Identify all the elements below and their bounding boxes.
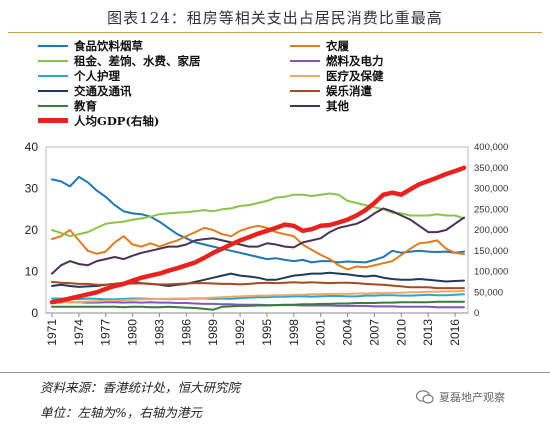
x-tick-label: 1971 bbox=[45, 319, 59, 346]
x-tick-label: 2004 bbox=[341, 319, 355, 346]
legend-swatch bbox=[38, 89, 68, 92]
legend-swatch bbox=[290, 104, 320, 107]
x-tick-label: 1983 bbox=[152, 319, 166, 346]
legend-item: 食品饮料烟草 bbox=[38, 38, 143, 53]
legend-item: 教育 bbox=[38, 98, 97, 113]
y-right-tick-label: 350,000 bbox=[474, 163, 508, 174]
legend-label: 教育 bbox=[74, 98, 97, 113]
unit-note: 单位：左轴为%，右轴为港元 bbox=[40, 405, 202, 420]
x-tick-label: 1974 bbox=[72, 319, 86, 346]
y-right-tick-label: 150,000 bbox=[474, 246, 508, 257]
y-left-tick-label: 10 bbox=[25, 265, 39, 279]
legend-label: 娱乐消遣 bbox=[326, 83, 372, 98]
y-right-tick-label: 50,000 bbox=[474, 287, 503, 298]
legend-swatch bbox=[290, 74, 320, 77]
title-divider bbox=[8, 32, 542, 33]
footer-divider bbox=[0, 372, 550, 373]
legend-item: 交通及通讯 bbox=[38, 83, 132, 98]
x-tick-label: 2013 bbox=[421, 319, 435, 346]
legend-item: 燃料及电力 bbox=[290, 53, 384, 68]
chart-legend: 食品饮料烟草 衣履租金、差饷、水费、家居 燃料及电力个人护理 医疗及保健交通及通讯 娱乐… bbox=[38, 38, 508, 138]
legend-label: 租金、差饷、水费、家居 bbox=[74, 53, 201, 68]
series-line-0 bbox=[51, 175, 465, 264]
tick-layer: 0 10 20 30 40 0 50,000 100,000 150,000 200,000 250… bbox=[25, 140, 509, 346]
legend-item: 租金、差饷、水费、家居 bbox=[38, 53, 201, 68]
y-right-tick-label: 0 bbox=[474, 308, 479, 319]
legend-swatch bbox=[290, 59, 320, 62]
y-right-tick-label: 200,000 bbox=[474, 225, 508, 236]
legend-item: 娱乐消遣 bbox=[290, 83, 372, 98]
chart-axes bbox=[45, 146, 469, 314]
x-tick-label: 2001 bbox=[314, 319, 328, 346]
watermark-text: 夏磊地产观察 bbox=[439, 391, 505, 404]
y-right-tick-label: 400,000 bbox=[474, 142, 508, 153]
y-left-tick-label: 20 bbox=[25, 223, 39, 237]
legend-label: 衣履 bbox=[326, 38, 349, 53]
x-tick-label: 2016 bbox=[448, 319, 462, 346]
legend-item: 医疗及保健 bbox=[290, 68, 384, 83]
x-tick-label: 1986 bbox=[179, 319, 193, 346]
series-line-8 bbox=[51, 300, 465, 311]
legend-item: 其他 bbox=[290, 98, 349, 113]
legend-label: 医疗及保健 bbox=[326, 68, 384, 83]
x-tick-label: 2007 bbox=[367, 319, 381, 346]
series-line-1 bbox=[51, 224, 465, 271]
series-line-4 bbox=[51, 293, 465, 301]
line-chart: 0 10 20 30 40 0 50,000 100,000 150,000 200,000 250… bbox=[25, 140, 509, 346]
x-tick-label: 2010 bbox=[394, 319, 408, 346]
x-tick-label: 1992 bbox=[233, 319, 247, 346]
legend-label: 燃料及电力 bbox=[326, 53, 384, 68]
legend-swatch bbox=[38, 59, 68, 62]
legend-swatch bbox=[38, 44, 68, 47]
legend-swatch bbox=[38, 104, 68, 107]
series-line-5 bbox=[51, 290, 465, 304]
watermark: 夏磊地产观察 bbox=[416, 389, 505, 405]
y-right-tick-label: 300,000 bbox=[474, 184, 508, 195]
series-layer bbox=[49, 165, 467, 311]
x-tick-label: 1989 bbox=[206, 319, 220, 346]
series-line-9 bbox=[51, 207, 465, 275]
legend-label: 其他 bbox=[326, 98, 349, 113]
legend-swatch bbox=[38, 118, 68, 123]
x-tick-label: 1980 bbox=[126, 319, 140, 346]
legend-swatch bbox=[290, 89, 320, 92]
y-left-tick-label: 30 bbox=[25, 182, 39, 196]
legend-item: 衣履 bbox=[290, 38, 349, 53]
y-right-tick-label: 100,000 bbox=[474, 267, 508, 278]
chart-title: 图表124：租房等相关支出占居民消费比重最高 bbox=[107, 9, 443, 27]
x-tick-label: 1977 bbox=[99, 319, 113, 346]
series-line-10 bbox=[49, 165, 467, 305]
x-tick-label: 1998 bbox=[287, 319, 301, 346]
y-left-tick-label: 0 bbox=[31, 306, 38, 320]
legend-item: 人均GDP(右轴) bbox=[38, 113, 159, 128]
legend-label: 个人护理 bbox=[74, 68, 120, 83]
legend-label: 食品饮料烟草 bbox=[74, 38, 143, 53]
y-right-tick-label: 250,000 bbox=[474, 204, 508, 215]
legend-swatch bbox=[38, 74, 68, 77]
wechat-icon bbox=[416, 390, 434, 404]
x-tick-label: 1995 bbox=[260, 319, 274, 346]
legend-item: 个人护理 bbox=[38, 68, 120, 83]
legend-swatch bbox=[290, 44, 320, 47]
legend-label: 人均GDP(右轴) bbox=[74, 113, 160, 128]
legend-label: 交通及通讯 bbox=[74, 83, 132, 98]
source-note: 资料来源：香港统计处，恒大研究院 bbox=[40, 380, 241, 395]
y-left-tick-label: 40 bbox=[25, 140, 39, 154]
